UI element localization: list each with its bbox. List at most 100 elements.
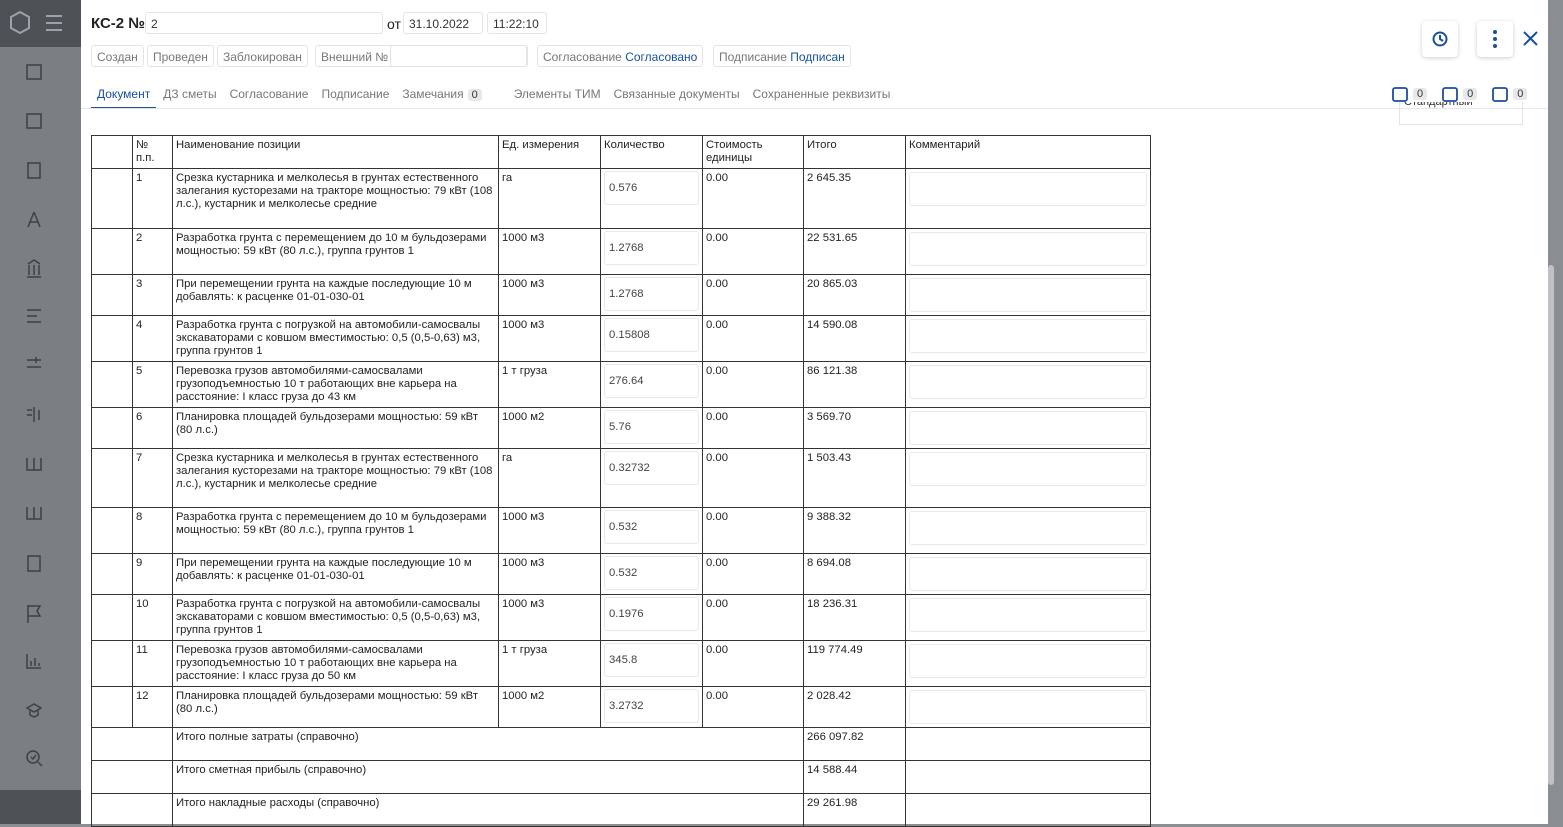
view-select[interactable]: Стандартный — [1399, 102, 1523, 125]
quantity-input[interactable]: 3.2732 — [604, 689, 699, 723]
row-total: 14 590.08 — [803, 315, 906, 362]
sidebar-icons — [25, 64, 43, 767]
item-name: Планировка площадей бульдозерами мощност… — [172, 686, 499, 728]
row-cell — [91, 640, 133, 687]
comment-input[interactable] — [909, 278, 1147, 312]
row-total: 86 121.38 — [803, 361, 906, 408]
totals-label: Итого накладные расходы (справочно) — [172, 793, 804, 827]
header-cell: Комментарий — [905, 135, 1151, 169]
counter-icon — [1492, 87, 1509, 102]
row-total: 18 236.31 — [803, 594, 906, 641]
comment-input[interactable] — [909, 452, 1147, 486]
quantity-input[interactable]: 5.76 — [604, 410, 699, 444]
counter[interactable]: 0 — [1441, 85, 1478, 103]
unit-cost: 0.00 — [702, 168, 804, 229]
item-name: При перемещении грунта на каждые последу… — [172, 553, 499, 595]
row-total: 3 569.70 — [803, 407, 906, 449]
quantity-input[interactable]: 1.2768 — [604, 231, 699, 265]
tab[interactable]: ДЗ сметы — [157, 84, 222, 109]
totals-value: 14 588.44 — [803, 760, 906, 794]
item-name: Перевозка грузов автомобилями-самосвалам… — [172, 361, 499, 408]
comment-cell — [905, 361, 1151, 408]
doc-time[interactable]: 11:22:10 — [487, 12, 547, 34]
tab[interactable]: Элементы ТИМ — [508, 84, 607, 109]
header-cell — [91, 135, 133, 169]
comment-input[interactable] — [909, 598, 1147, 632]
header-cell: Ед. измерения — [498, 135, 601, 169]
history-button[interactable] — [1422, 21, 1458, 57]
counter[interactable]: 0 — [1491, 85, 1528, 103]
unit: га — [498, 168, 601, 229]
signing-value: Подписан — [790, 50, 845, 64]
quantity-cell: 0.576 — [600, 168, 703, 229]
comment-input[interactable] — [909, 690, 1147, 724]
counter[interactable]: 0 — [1391, 85, 1428, 103]
header-cell: Итого — [803, 135, 906, 169]
item-name: Разработка грунта с перемещением до 10 м… — [172, 507, 499, 554]
row-number: 1 — [132, 168, 173, 229]
comment-input[interactable] — [909, 511, 1147, 545]
quantity-input[interactable]: 0.576 — [604, 171, 699, 205]
quantity-input[interactable]: 0.532 — [604, 556, 699, 590]
tab-label: ДЗ сметы — [163, 87, 217, 101]
comment-cell — [905, 407, 1151, 449]
comment-input[interactable] — [909, 172, 1147, 206]
quantity-input[interactable]: 0.32732 — [604, 451, 699, 485]
quantity-input[interactable]: 0.532 — [604, 510, 699, 544]
menu-button[interactable] — [1477, 21, 1513, 57]
quantity-cell: 0.532 — [600, 507, 703, 554]
tab[interactable]: Замечания 0 — [396, 84, 487, 109]
approval-label: Согласование — [543, 50, 622, 64]
comment-input[interactable] — [909, 557, 1147, 591]
logo — [10, 10, 62, 35]
external-input[interactable] — [390, 45, 528, 67]
comment-input[interactable] — [909, 365, 1147, 399]
row-number: 5 — [132, 361, 173, 408]
comment-input[interactable] — [909, 232, 1147, 266]
item-name: Срезка кустарника и мелколесья в грунтах… — [172, 448, 499, 508]
unit: 1000 м2 — [498, 686, 601, 728]
quantity-input[interactable]: 0.1976 — [604, 597, 699, 631]
tab[interactable]: Подписание — [315, 84, 395, 109]
unit: 1000 м3 — [498, 594, 601, 641]
row-cell — [91, 507, 133, 554]
quantity-cell: 0.1976 — [600, 594, 703, 641]
unit-cost: 0.00 — [702, 507, 804, 554]
comment-input[interactable] — [909, 319, 1147, 353]
row-number: 2 — [132, 228, 173, 275]
quantity-input[interactable]: 345.8 — [604, 643, 699, 677]
header-row: № п.п. Наименование позиции Ед. измерения К… — [91, 135, 1151, 169]
row-number: 3 — [132, 274, 173, 316]
doc-number[interactable]: 2 — [145, 12, 383, 34]
tab[interactable]: Документ — [91, 84, 157, 109]
tab[interactable]: Согласование — [224, 84, 315, 109]
comment-input[interactable] — [909, 411, 1147, 445]
doc-date[interactable]: 31.10.2022 — [403, 12, 483, 34]
item-name: Перевозка грузов автомобилями-самосвалам… — [172, 640, 499, 687]
totals-cell — [91, 760, 173, 794]
status-chip: Заблокирован — [217, 45, 308, 67]
tab[interactable]: Сохраненные реквизиты — [747, 84, 897, 109]
unit-cost: 0.00 — [702, 553, 804, 595]
external-number[interactable]: Внешний № — [315, 45, 528, 67]
row-total: 2 645.35 — [803, 168, 906, 229]
tab[interactable]: Связанные документы — [608, 84, 746, 109]
quantity-input[interactable]: 276.64 — [604, 364, 699, 398]
quantity-cell: 1.2768 — [600, 274, 703, 316]
table-row: 1 Срезка кустарника и мелколесья в грунта… — [91, 168, 1151, 229]
quantity-input[interactable]: 1.2768 — [604, 277, 699, 311]
counter-badge: 0 — [1513, 88, 1528, 100]
tabs: Документ ДЗ сметы Согласование Подписание За… — [91, 84, 897, 109]
row-cell — [91, 361, 133, 408]
status-chip: Проведен — [147, 45, 214, 67]
comment-input[interactable] — [909, 644, 1147, 678]
tab-label: Сохраненные реквизиты — [752, 87, 891, 101]
quantity-input[interactable]: 0.15808 — [604, 318, 699, 352]
quantity-cell: 0.15808 — [600, 315, 703, 362]
row-number: 9 — [132, 553, 173, 595]
counter-icon — [1442, 87, 1459, 102]
comment-cell — [905, 274, 1151, 316]
close-button[interactable] — [1521, 30, 1541, 48]
row-number: 11 — [132, 640, 173, 687]
